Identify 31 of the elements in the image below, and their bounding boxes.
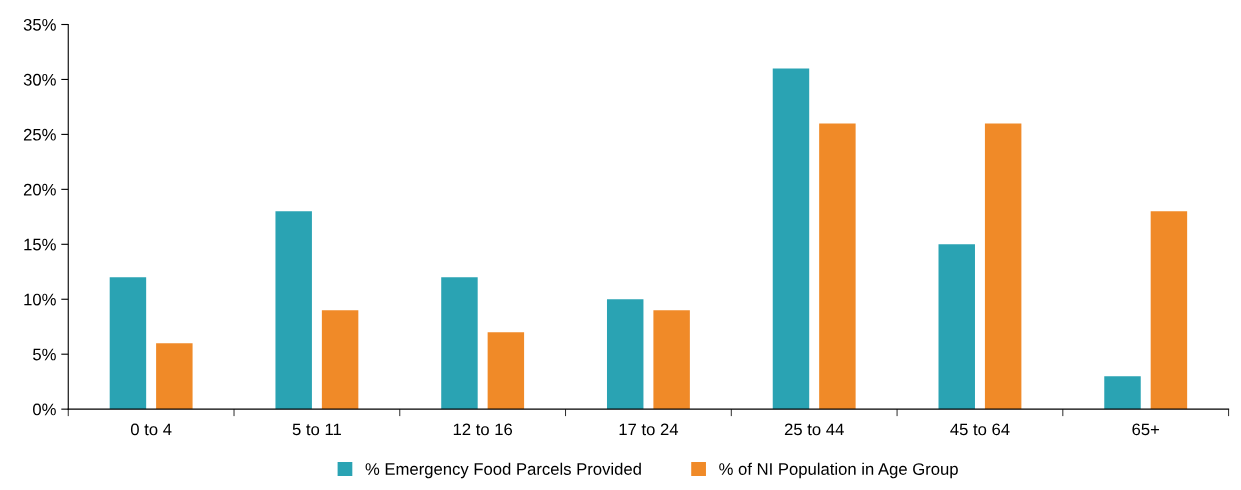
bar bbox=[321, 310, 359, 410]
bar bbox=[441, 277, 478, 410]
bar bbox=[275, 211, 312, 410]
y-tick-label: 35% bbox=[23, 18, 56, 31]
bar bbox=[819, 123, 856, 410]
legend-label: % Emergency Food Parcels Provided bbox=[365, 462, 641, 479]
x-tick-label: 12 to 16 bbox=[453, 423, 513, 436]
x-tick-label: 5 to 11 bbox=[292, 423, 341, 436]
x-tick-label: 65+ bbox=[1132, 423, 1160, 436]
bar bbox=[156, 343, 193, 410]
y-tick-label: 10% bbox=[24, 293, 56, 306]
bar bbox=[772, 68, 810, 410]
bar bbox=[487, 332, 525, 410]
bar bbox=[1104, 376, 1141, 410]
bar bbox=[653, 310, 690, 410]
bar bbox=[938, 244, 975, 410]
bar bbox=[109, 277, 147, 410]
x-tick-label: 25 to 44 bbox=[784, 423, 844, 436]
x-tick-label: 45 to 64 bbox=[950, 423, 1010, 436]
bar bbox=[984, 123, 1022, 410]
x-tick-label: 17 to 24 bbox=[619, 423, 679, 436]
bar bbox=[1150, 211, 1188, 410]
y-tick-label: 15% bbox=[24, 238, 56, 251]
y-tick-label: 20% bbox=[23, 183, 56, 196]
bar bbox=[606, 299, 644, 410]
y-tick-label: 5% bbox=[33, 348, 56, 361]
y-tick-label: 0% bbox=[33, 403, 56, 416]
y-tick-label: 25% bbox=[23, 128, 56, 141]
x-tick-label: 0 to 4 bbox=[130, 423, 172, 436]
y-tick-label: 30% bbox=[23, 73, 56, 86]
legend-label: % of NI Population in Age Group bbox=[719, 462, 958, 479]
